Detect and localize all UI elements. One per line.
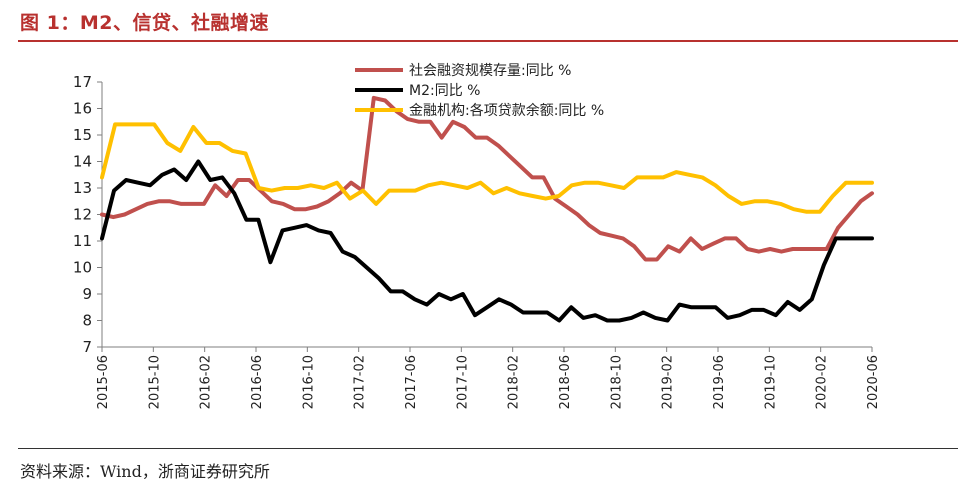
source-note: 资料来源：Wind，浙商证券研究所 — [20, 462, 270, 481]
x-tick-label: 2016-06 — [250, 355, 265, 409]
x-tick-label: 2015-06 — [96, 355, 111, 409]
series-line-1 — [100, 159, 874, 323]
x-tick-label: 2019-10 — [763, 355, 778, 409]
x-tick-label: 2019-02 — [661, 355, 676, 409]
x-tick-label: 2016-10 — [301, 355, 316, 409]
x-tick-label: 2018-10 — [609, 355, 624, 409]
x-tick-label: 2020-02 — [815, 355, 830, 409]
legend-label-0: 社会融资规模存量:同比 % — [409, 63, 571, 79]
x-tick-label: 2018-06 — [558, 355, 573, 409]
chart-title: 图 1：M2、信贷、社融增速 — [20, 12, 269, 34]
y-tick-label: 15 — [73, 126, 92, 144]
y-tick-label: 12 — [73, 206, 92, 224]
x-tick-label: 2016-02 — [199, 355, 214, 409]
y-tick-label: 8 — [82, 312, 92, 330]
y-tick-label: 17 — [73, 73, 92, 91]
x-tick-label: 2019-06 — [712, 355, 727, 409]
x-tick-label: 2015-10 — [147, 355, 162, 409]
y-tick-label: 16 — [73, 100, 92, 118]
y-tick-label: 13 — [73, 179, 92, 197]
y-tick-label: 9 — [82, 285, 92, 303]
y-tick-label: 10 — [73, 259, 92, 277]
x-tick-label: 2017-10 — [455, 355, 470, 409]
footer-divider — [18, 448, 958, 449]
x-tick-label: 2017-02 — [353, 355, 368, 409]
x-tick-label: 2020-06 — [866, 355, 881, 409]
series-line-2 — [100, 122, 874, 214]
x-tick-label: 2017-06 — [404, 355, 419, 409]
y-tick-label: 14 — [73, 153, 92, 171]
legend-label-1: M2:同比 % — [409, 83, 480, 99]
legend-label-2: 金融机构:各项贷款余额:同比 % — [409, 102, 604, 119]
title-divider — [18, 40, 958, 42]
y-tick-label: 7 — [82, 338, 92, 356]
x-tick-label: 2018-02 — [507, 355, 522, 409]
y-tick-label: 11 — [73, 232, 92, 250]
